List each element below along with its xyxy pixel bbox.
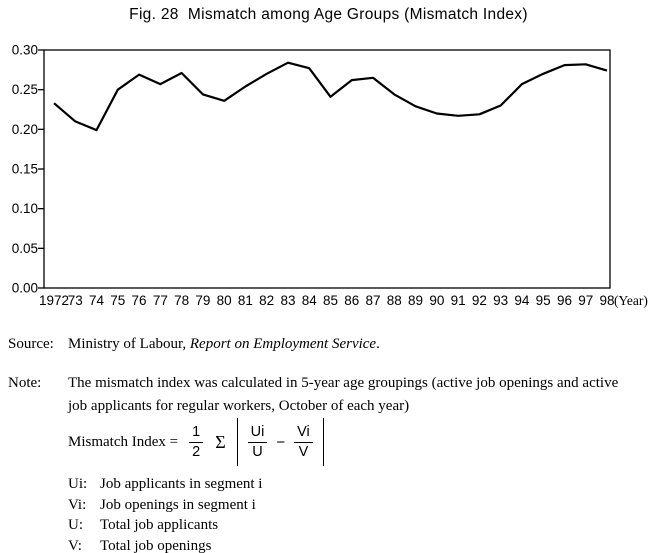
chart-title: Fig. 28 Mismatch among Age Groups (Misma…: [129, 6, 528, 23]
y-axis-tick-label: 0.15: [12, 162, 38, 177]
y-axis-tick-label: 0.30: [12, 43, 38, 58]
x-axis-tick-label: 76: [132, 293, 147, 308]
definition-u: U: Total job applicants: [68, 517, 219, 533]
x-axis-tick-label: 95: [536, 293, 551, 308]
x-axis-tick-label: 87: [366, 293, 381, 308]
x-axis-unit-label: (Year): [614, 293, 648, 308]
x-axis-tick-label: 82: [259, 293, 274, 308]
x-axis-tick-label: 74: [89, 293, 105, 308]
y-axis-tick-label: 0.20: [12, 122, 38, 137]
x-axis-tick-label: 78: [174, 293, 189, 308]
x-axis-tick-label: 98: [599, 293, 614, 308]
mismatch-index-series-line: [53, 61, 608, 132]
y-axis-tick-label: 0.25: [12, 82, 38, 97]
x-axis-tick-label: 85: [323, 293, 338, 308]
x-axis-tick-label: 89: [408, 293, 423, 308]
mismatch-index-formula: Mismatch Index = 1 2 Σ Ui U − Vi V: [68, 418, 324, 466]
x-axis-tick-label: 1972: [39, 293, 69, 308]
y-axis-tick-label: 0.10: [12, 201, 38, 216]
x-axis-tick-label: 90: [429, 293, 444, 308]
x-axis-tick-label: 88: [387, 293, 402, 308]
x-axis-tick-label: 77: [153, 293, 168, 308]
fraction-one-half: 1 2: [186, 424, 206, 461]
x-axis-tick-label: 97: [578, 293, 593, 308]
source-label: Source:: [8, 336, 54, 352]
x-axis-tick-label: 80: [217, 293, 232, 308]
x-axis-tick-label: 86: [344, 293, 359, 308]
x-axis-tick-label: 96: [557, 293, 572, 308]
x-axis-tick-label: 73: [68, 293, 83, 308]
definition-ui: Ui: Job applicants in segment i: [68, 476, 263, 492]
source-publication: Report on Employment Service: [189, 336, 377, 352]
x-axis-tick-label: 93: [493, 293, 508, 308]
minus-sign: −: [276, 433, 286, 451]
x-axis-tick-label: 94: [514, 293, 530, 308]
absolute-value-group: Ui U − Vi V: [236, 418, 324, 466]
x-axis-tick-label: 83: [280, 293, 295, 308]
definition-v: V: Total job openings: [68, 537, 212, 553]
note-text: The mismatch index was calculated in 5-y…: [68, 375, 619, 414]
sigma-symbol: Σ: [215, 431, 226, 452]
x-axis-tick-label: 84: [302, 293, 318, 308]
formula-lhs: Mismatch Index =: [68, 433, 179, 450]
y-axis-tick-label: 0.05: [12, 241, 38, 256]
y-axis-tick-label: 0.00: [12, 281, 38, 296]
x-axis-tick-label: 92: [472, 293, 487, 308]
x-axis-tick-label: 81: [238, 293, 253, 308]
note-row: Note: The mismatch index was calculated …: [8, 372, 648, 418]
source-row: Source: Ministry of Labour, Report on Emp…: [8, 336, 648, 353]
plot-border: [43, 49, 611, 289]
fraction-ui-over-u: Ui U: [245, 424, 271, 461]
x-axis-tick-label: 91: [451, 293, 466, 308]
x-axis-tick-label: 75: [110, 293, 125, 308]
x-axis-tick-label: 79: [195, 293, 210, 308]
definition-vi: Vi: Job openings in segment i: [68, 496, 256, 513]
fraction-vi-over-v: Vi V: [291, 424, 316, 461]
variable-definitions: Ui: Job applicants in segment i Vi: Job op…: [68, 474, 262, 553]
source-text: Ministry of Labour, Report on Employment…: [68, 336, 380, 352]
note-label: Note:: [8, 375, 42, 391]
